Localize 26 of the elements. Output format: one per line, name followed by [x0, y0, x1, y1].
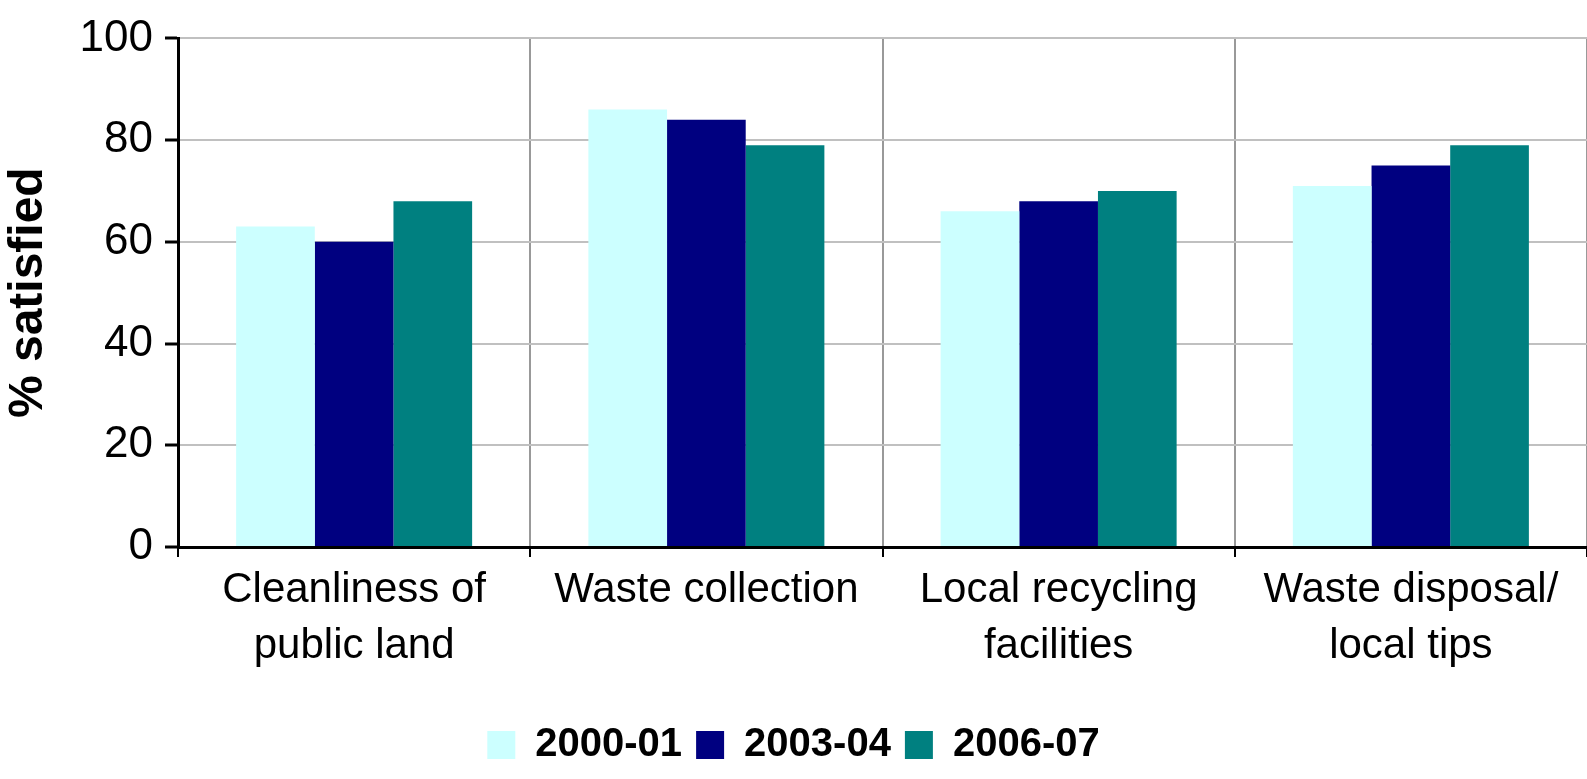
bar [667, 119, 746, 546]
y-tick-label: 60 [104, 213, 153, 263]
legend-label: 2000-01 [535, 720, 683, 765]
bar [745, 145, 825, 546]
bar [940, 211, 1020, 546]
y-tick-label: 0 [128, 519, 153, 569]
bar [314, 241, 394, 546]
x-tick-label: Waste collection [554, 564, 859, 612]
legend-label: 2003-04 [744, 720, 892, 765]
y-tick-label: 40 [104, 315, 153, 365]
y-axis-title: % satisfied [0, 167, 53, 419]
y-tick-label: 20 [104, 417, 153, 467]
y-tick-label: 100 [79, 10, 153, 60]
x-tick-label: Cleanliness of public land [222, 564, 487, 667]
bar [1450, 145, 1529, 546]
bar [236, 226, 315, 546]
y-tick-label: 80 [104, 112, 153, 162]
bar [588, 109, 668, 546]
legend-label: 2006-07 [952, 720, 1100, 765]
x-tick-label: Waste disposal/ local tips [1263, 564, 1559, 667]
bar [393, 201, 473, 546]
x-tick-label: Local recycling facilities [919, 564, 1198, 667]
bar [1292, 185, 1372, 546]
bar [1019, 201, 1098, 546]
bar [1371, 165, 1451, 546]
bar [1097, 190, 1177, 546]
